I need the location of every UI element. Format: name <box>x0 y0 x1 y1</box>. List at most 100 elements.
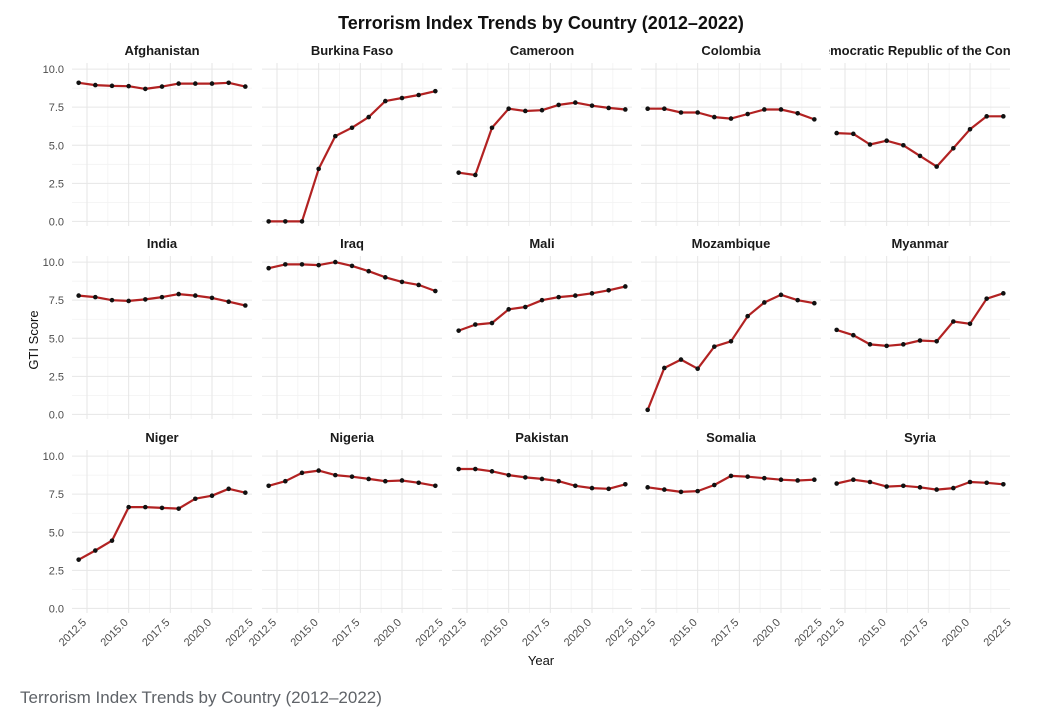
y-tick-label: 5.0 <box>49 527 64 539</box>
data-point <box>556 102 561 108</box>
data-point <box>745 313 750 319</box>
facet-panel: Colombia <box>641 43 821 226</box>
data-point <box>556 478 561 484</box>
data-point <box>299 219 305 224</box>
x-tick-label: 2020.0 <box>372 617 404 649</box>
data-point <box>695 488 700 494</box>
data-point <box>349 474 355 479</box>
facet-panels: Afghanistan 0.0 2.5 5.0 7.5 10.0 Burkina Faso C… <box>43 43 1014 649</box>
data-point <box>867 142 873 147</box>
data-point <box>193 293 198 298</box>
data-point <box>834 130 839 136</box>
data-point <box>951 485 956 491</box>
data-point <box>193 81 198 86</box>
x-tick-label: 2015.0 <box>668 617 700 649</box>
data-point <box>1001 114 1006 119</box>
data-point <box>623 284 628 289</box>
data-point <box>383 98 388 104</box>
data-point <box>76 557 81 562</box>
data-point <box>778 477 784 483</box>
data-point <box>884 138 889 143</box>
x-tick-label: 2022.5 <box>982 617 1014 649</box>
x-tick-label: 2020.0 <box>940 617 972 649</box>
facet-panel: Democratic Republic of the Congo <box>829 43 1011 226</box>
y-tick-label: 10.0 <box>43 257 64 269</box>
data-point <box>539 297 545 303</box>
data-point <box>556 294 561 300</box>
data-point <box>176 81 181 86</box>
data-point <box>489 125 495 131</box>
y-tick-label: 2.5 <box>49 178 64 190</box>
y-tick-label: 5.0 <box>49 333 64 345</box>
data-point <box>143 297 148 302</box>
data-point <box>399 478 405 483</box>
data-point <box>589 485 595 491</box>
y-tick-label: 0.0 <box>49 216 64 228</box>
y-tick-label: 0.0 <box>49 409 64 421</box>
x-tick-label: 2017.5 <box>709 617 741 649</box>
data-point <box>712 114 717 120</box>
data-point <box>366 114 371 120</box>
data-point <box>416 480 421 486</box>
data-point <box>728 116 734 121</box>
x-tick-label: 2015.0 <box>479 617 511 649</box>
data-point <box>299 262 305 267</box>
data-point <box>176 506 181 511</box>
facet-strip-label: Cameroon <box>510 43 574 58</box>
data-point <box>695 110 700 115</box>
data-point <box>349 263 355 269</box>
x-tick-label: 2020.0 <box>562 617 594 649</box>
data-point <box>456 170 461 175</box>
data-point <box>383 478 388 484</box>
data-point <box>812 117 817 122</box>
data-point <box>678 489 684 495</box>
data-point <box>283 262 288 267</box>
data-point <box>226 486 231 492</box>
data-point <box>851 477 856 483</box>
data-point <box>523 475 528 480</box>
x-tick-label: 2020.0 <box>751 617 783 649</box>
data-point <box>728 473 734 479</box>
data-point <box>93 548 98 553</box>
data-point <box>283 219 288 224</box>
data-point <box>226 299 231 305</box>
facet-strip-label: Syria <box>904 430 937 445</box>
data-point <box>967 321 973 327</box>
y-tick-label: 10.0 <box>43 451 64 463</box>
data-point <box>433 88 438 94</box>
data-point <box>712 482 717 488</box>
data-point <box>645 106 650 112</box>
data-point <box>867 342 873 347</box>
data-point <box>645 485 650 490</box>
data-point <box>176 291 181 297</box>
data-point <box>316 468 321 473</box>
data-point <box>917 153 923 159</box>
data-point <box>795 478 800 483</box>
data-point <box>573 100 578 105</box>
data-point <box>126 504 131 510</box>
data-point <box>728 339 734 344</box>
data-point <box>159 294 165 300</box>
data-point <box>473 322 478 327</box>
data-point <box>762 300 767 305</box>
data-point <box>645 407 650 413</box>
data-point <box>812 477 817 483</box>
data-point <box>934 339 939 344</box>
y-axis-label: GTI Score <box>26 310 41 369</box>
data-point <box>539 476 545 482</box>
data-point <box>901 142 906 148</box>
data-point <box>159 505 165 511</box>
data-point <box>951 146 956 151</box>
facet-strip-label: Mali <box>529 236 554 251</box>
data-point <box>523 304 528 310</box>
data-point <box>316 166 321 172</box>
data-point <box>573 293 578 298</box>
facet-strip-label: Niger <box>145 430 178 445</box>
series-line <box>78 487 246 561</box>
data-point <box>416 92 421 98</box>
x-tick-label: 2015.0 <box>99 617 131 649</box>
data-point <box>851 332 856 338</box>
